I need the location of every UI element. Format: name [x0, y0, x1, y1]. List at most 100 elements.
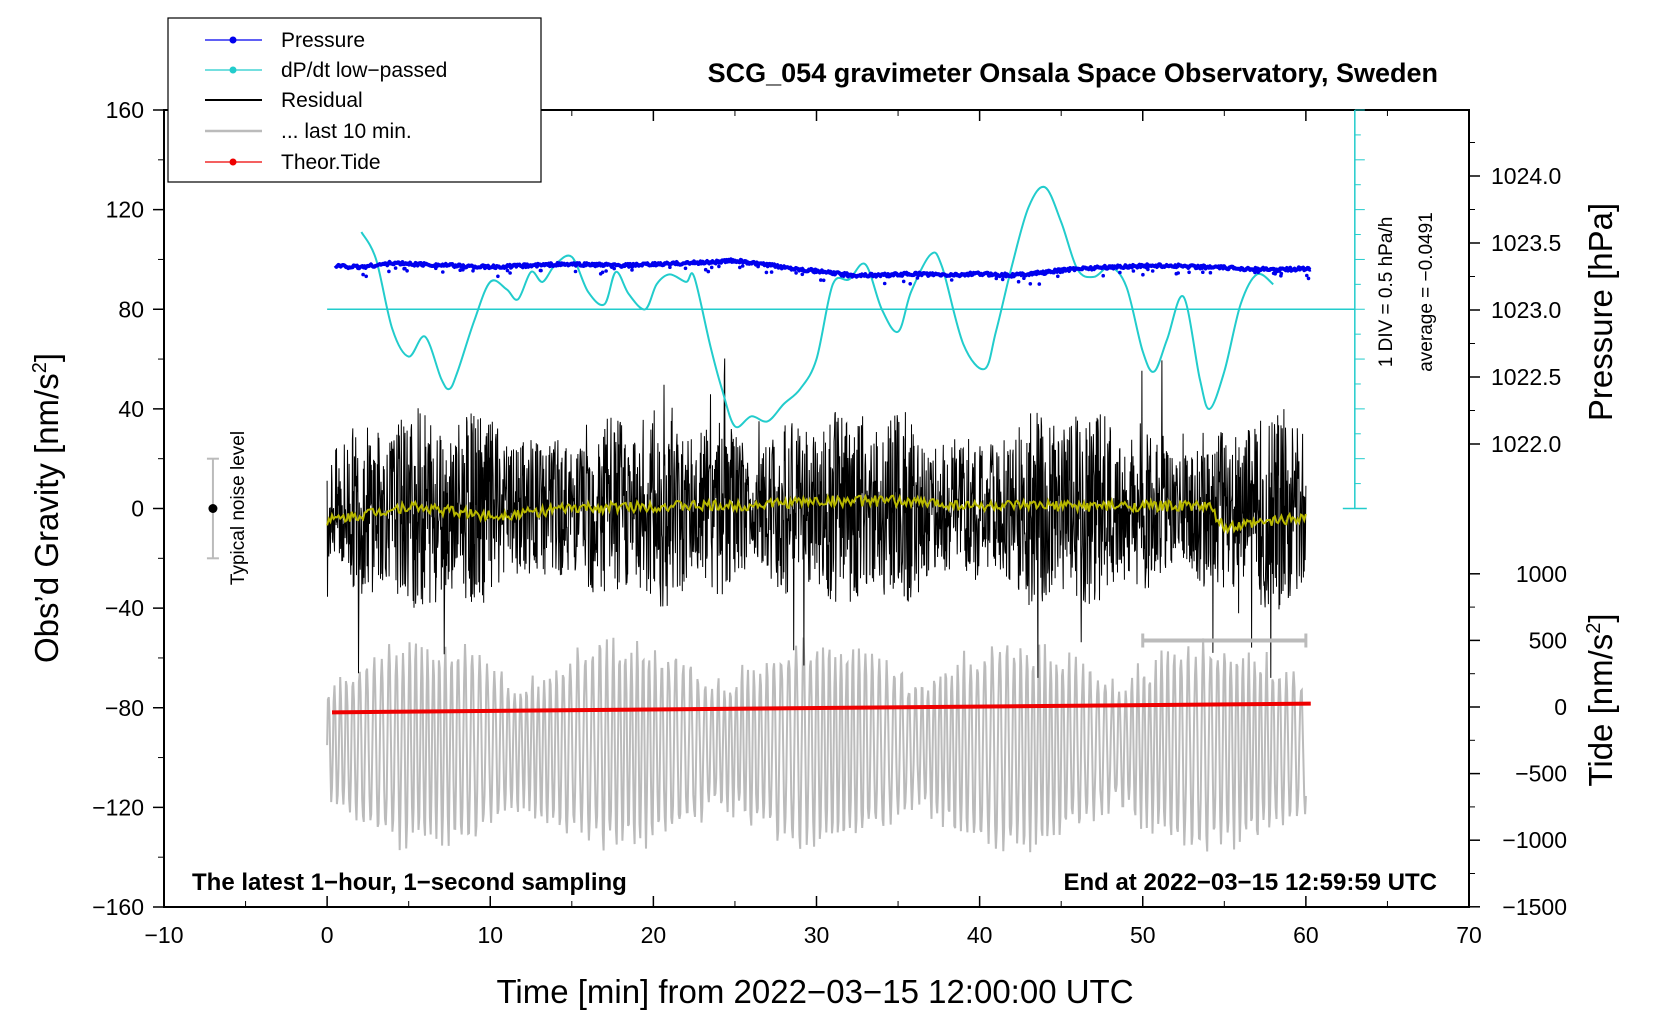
- pressure-point: [1056, 274, 1060, 279]
- pressure-point: [908, 282, 912, 286]
- pressure-point: [668, 265, 672, 270]
- pressure-point: [800, 272, 805, 277]
- pressure-point: [703, 267, 708, 272]
- x-tick-label: 20: [641, 922, 667, 948]
- pressure-tick-label: 1022.0: [1491, 431, 1561, 457]
- series-group: [326, 185, 1355, 853]
- y-tick-label: 0: [131, 496, 144, 522]
- y-axis-title-left-main: Obs’d Gravity [nm/s: [28, 373, 65, 663]
- pressure-point: [1201, 270, 1205, 275]
- legend-label-tide: Theor.Tide: [281, 151, 381, 174]
- tide-tick-label: 500: [1529, 627, 1567, 653]
- pressure-line: [333, 257, 1312, 279]
- pressure-point: [821, 278, 826, 283]
- residual-line: [326, 358, 1307, 678]
- legend-label-last10: ... last 10 min.: [281, 120, 412, 143]
- y-tick-label: −160: [92, 894, 144, 920]
- y-axis-title-tide-sup: 2: [1583, 623, 1605, 634]
- y-axis-title-tide-end: ]: [1582, 613, 1619, 622]
- pressure-point: [405, 269, 409, 273]
- pressure-tick-label: 1023.5: [1491, 230, 1561, 256]
- pressure-point: [1016, 279, 1021, 284]
- pressure-point: [1306, 276, 1311, 281]
- pressure-point: [573, 269, 578, 274]
- x-tick-label: 50: [1130, 922, 1156, 948]
- pressure-point: [740, 264, 745, 268]
- noise-level-label: Typical noise level: [228, 431, 249, 585]
- x-axis-title: Time [min] from 2022−03−15 12:00:00 UTC: [496, 973, 1133, 1010]
- pressure-point: [630, 268, 634, 272]
- x-tick-label: −10: [144, 922, 183, 948]
- tide-tick-label: 1000: [1516, 561, 1567, 587]
- pressure-point: [842, 274, 846, 278]
- pressure-point: [915, 276, 920, 280]
- tide-tick-label: −500: [1515, 761, 1567, 787]
- pressure-point: [600, 270, 605, 275]
- pressure-point: [882, 281, 887, 286]
- pressure-point: [901, 279, 906, 284]
- pressure-point: [539, 268, 543, 273]
- pressure-point: [604, 269, 608, 273]
- tide-line: [332, 701, 1311, 715]
- pressure-point: [1101, 273, 1105, 278]
- pressure-point: [994, 276, 999, 281]
- pressure-point: [794, 271, 798, 275]
- pressure-point: [393, 266, 398, 270]
- pressure-point: [1000, 277, 1005, 282]
- y-tick-label: 120: [106, 197, 144, 223]
- pressure-point: [769, 270, 774, 274]
- noise-bar-center: [208, 504, 218, 513]
- pressure-point: [496, 274, 500, 279]
- pressure-point: [1256, 270, 1260, 275]
- pressure-point: [764, 270, 769, 275]
- legend-label-dpdt: dP/dt low−passed: [281, 59, 447, 82]
- legend-marker-dpdt: [229, 66, 237, 74]
- pressure-point: [441, 270, 445, 274]
- x-tick-label: 40: [967, 922, 993, 948]
- pressure-point: [1279, 271, 1284, 276]
- pressure-point: [683, 266, 688, 271]
- pressure-point: [1253, 270, 1257, 275]
- legend-label-residual: Residual: [281, 89, 363, 112]
- pressure-point: [706, 269, 711, 274]
- pressure-point: [458, 268, 463, 273]
- pressure-point: [709, 265, 714, 270]
- pressure-point: [364, 274, 369, 279]
- pressure-tick-label: 1022.5: [1491, 364, 1561, 390]
- y-axis-title-tide-main: Tide [nm/s: [1582, 634, 1619, 787]
- pressure-tick-label: 1024.0: [1491, 163, 1561, 189]
- pressure-point: [434, 266, 438, 271]
- pressure-point: [505, 268, 510, 273]
- pressure-point: [1141, 272, 1145, 277]
- x-tick-label: 70: [1456, 922, 1482, 948]
- x-tick-label: 10: [477, 922, 503, 948]
- y-axis-title-left: Obs’d Gravity [nm/s2]: [28, 353, 65, 663]
- pressure-point: [949, 278, 954, 282]
- y-tick-label: 80: [118, 296, 144, 322]
- tide-tick-label: 0: [1554, 694, 1567, 720]
- y-tick-label: 160: [106, 97, 144, 123]
- last10-line: [326, 637, 1307, 853]
- y-axis-title-left-sup: 2: [29, 362, 51, 373]
- x-tick-label: 60: [1293, 922, 1319, 948]
- pressure-point: [402, 266, 406, 271]
- pressure-point: [738, 265, 742, 270]
- y-tick-label: −120: [92, 794, 144, 820]
- pressure-point: [1146, 267, 1150, 272]
- sampling-note: The latest 1−hour, 1−second sampling: [192, 869, 627, 896]
- pressure-point: [717, 264, 721, 269]
- annotation-group: [206, 109, 1367, 648]
- pressure-tick-label: 1023.0: [1491, 297, 1561, 323]
- pressure-point: [1305, 273, 1309, 278]
- tide-tick-label: −1500: [1502, 894, 1567, 920]
- pressure-point: [612, 266, 616, 271]
- pressure-point: [471, 269, 475, 273]
- pressure-point: [361, 272, 365, 277]
- pressure-point: [1037, 282, 1042, 286]
- pressure-point: [1187, 270, 1191, 275]
- pressure-point: [819, 278, 823, 282]
- pressure-point: [508, 271, 512, 275]
- legend: Pressure dP/dt low−passed Residual ... l…: [167, 17, 542, 183]
- pressure-point: [1022, 276, 1026, 281]
- pressure-point: [756, 264, 760, 269]
